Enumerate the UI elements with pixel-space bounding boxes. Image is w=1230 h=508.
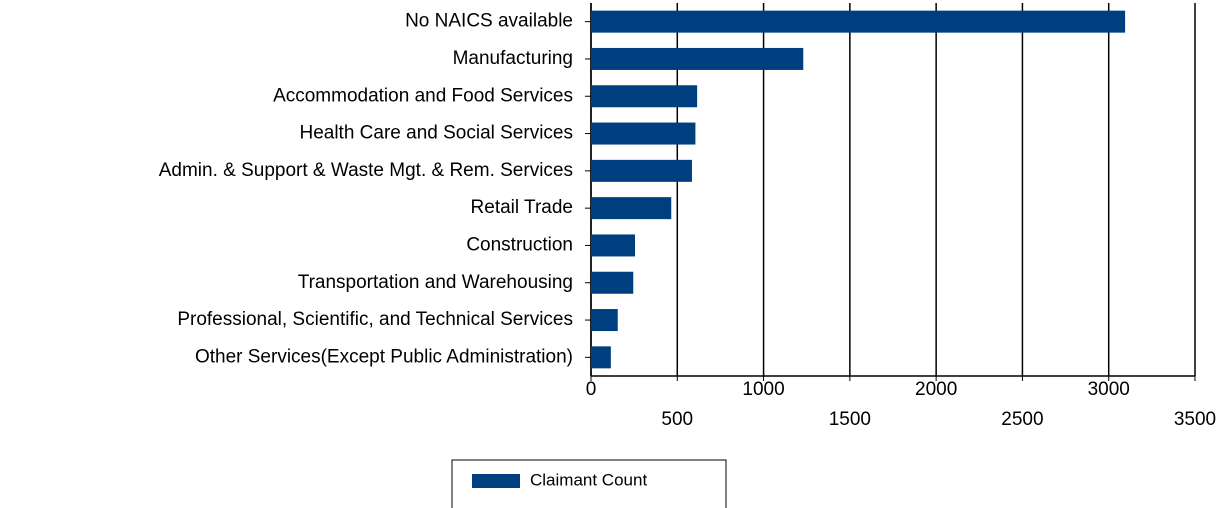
- x-tick-label: 0: [586, 379, 597, 400]
- y-tick-label: Transportation and Warehousing: [298, 272, 573, 293]
- legend-label: Claimant Count: [530, 470, 647, 489]
- y-tick-label: Construction: [466, 234, 573, 255]
- x-tick-label: 2500: [1001, 409, 1043, 430]
- bar: [591, 159, 692, 182]
- y-tick-label: Accommodation and Food Services: [273, 85, 573, 106]
- y-tick-label: Admin. & Support & Waste Mgt. & Rem. Ser…: [159, 160, 573, 181]
- bar: [591, 122, 696, 145]
- bar: [591, 309, 618, 332]
- legend-swatch: [472, 474, 520, 488]
- y-tick-label: Professional, Scientific, and Technical …: [177, 309, 573, 330]
- bar: [591, 346, 611, 369]
- x-tick-label: 1000: [742, 379, 784, 400]
- bar: [591, 197, 672, 220]
- y-tick-label: No NAICS available: [405, 11, 573, 32]
- y-tick-label: Other Services(Except Public Administrat…: [195, 346, 573, 367]
- x-tick-label: 3000: [1088, 379, 1130, 400]
- bar: [591, 85, 698, 108]
- x-tick-label: 1500: [829, 409, 871, 430]
- y-tick-label: Health Care and Social Services: [299, 123, 573, 144]
- bar: [591, 47, 804, 70]
- bar: [591, 271, 634, 294]
- bar: [591, 234, 636, 257]
- y-tick-label: Retail Trade: [471, 197, 573, 218]
- x-tick-label: 2000: [915, 379, 957, 400]
- x-tick-label: 3500: [1174, 409, 1216, 430]
- x-tick-label: 500: [661, 409, 693, 430]
- legend: Claimant Count: [451, 459, 727, 508]
- y-tick-label: Manufacturing: [453, 48, 573, 69]
- bar: [591, 10, 1126, 33]
